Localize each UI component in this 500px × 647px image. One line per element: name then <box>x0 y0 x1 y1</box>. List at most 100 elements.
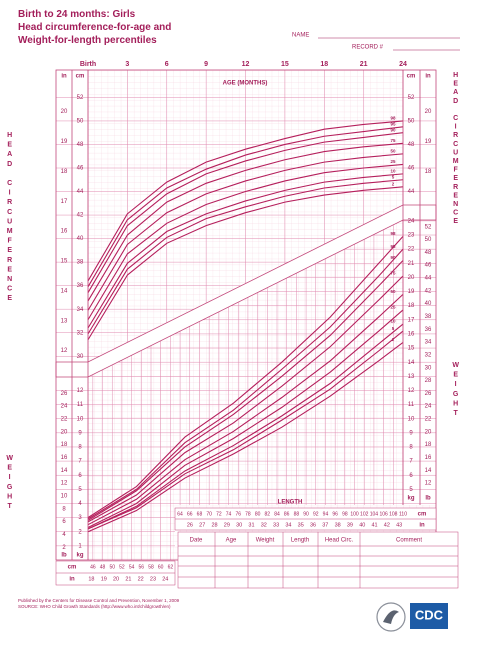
y-tick-label: 24 <box>408 218 415 224</box>
x2-tick-label: 26 <box>187 522 193 528</box>
unit-label: kg <box>407 496 414 502</box>
unit-label: lb <box>425 496 431 502</box>
percentile-label: 50 <box>390 149 396 154</box>
labels: HEAD CIRCUMFERENCE HEAD CIRCUMFERENCE WE… <box>5 61 459 583</box>
table-header: Date <box>190 538 203 544</box>
percentile-label: 10 <box>390 319 396 324</box>
percentile-label: 5 <box>392 174 395 179</box>
table-header: Length <box>291 538 309 544</box>
y2-tick-label: 4 <box>62 532 66 538</box>
table-header: Head Circ. <box>325 538 354 544</box>
x-tick-label: 92 <box>313 511 319 517</box>
y-tick-label: 30 <box>77 354 84 360</box>
x2-tick-label: 38 <box>335 522 341 528</box>
table-header: Weight <box>256 538 275 544</box>
y-tick-label: 16 <box>408 332 415 338</box>
cdc-logo <box>410 603 448 629</box>
axis-title: HEAD CIRCUMFERENCE <box>452 72 459 227</box>
y2-tick-label: 52 <box>425 224 432 230</box>
y-tick-label: 7 <box>78 459 82 465</box>
y2-tick-label: 20 <box>425 429 432 435</box>
y2-tick-label: 20 <box>61 429 68 435</box>
y-tick-label: 52 <box>77 95 84 101</box>
axis-title: HEAD CIRCUMFERENCE <box>6 132 13 305</box>
x-tick-label: 6 <box>165 61 169 68</box>
percentile-label: 95 <box>390 122 396 127</box>
x-tick-label: 3 <box>125 61 129 68</box>
hhs-eagle <box>383 610 399 624</box>
y2-tick-label: 24 <box>61 404 68 410</box>
x-tick-label: 80 <box>255 511 261 517</box>
y2-tick-label: 18 <box>61 442 68 448</box>
x-tick-label: 78 <box>245 511 251 517</box>
y-tick-label: 11 <box>408 402 415 408</box>
percentile-label: 25 <box>390 305 396 310</box>
y-tick-label: 50 <box>77 119 84 125</box>
y2-tick-label: 15 <box>61 259 68 265</box>
x2-tick-label: 28 <box>211 522 217 528</box>
percentile-curve <box>87 323 404 530</box>
grid-background <box>56 70 436 560</box>
title-line: Birth to 24 months: Girls <box>18 9 136 20</box>
x-tick-label: 56 <box>139 564 145 570</box>
x-tick-label: 84 <box>274 511 280 517</box>
x2-tick-label: 39 <box>347 522 353 528</box>
percentile-curves <box>87 120 404 533</box>
percentile-label: 75 <box>390 138 396 143</box>
y-tick-label: 2 <box>78 529 82 535</box>
x-tick-label: 96 <box>332 511 338 517</box>
y-tick-label: 8 <box>409 445 413 451</box>
percentile-label: 5 <box>392 326 395 331</box>
y2-tick-label: 20 <box>61 109 68 115</box>
x-tick-label: 104 <box>370 511 379 517</box>
y-tick-label: 50 <box>408 119 415 125</box>
y2-tick-label: 14 <box>61 468 68 474</box>
y-tick-label: 42 <box>77 213 84 219</box>
unit-label: in <box>419 523 425 529</box>
y2-tick-label: 50 <box>425 237 432 243</box>
y2-tick-label: 40 <box>425 301 432 307</box>
y-tick-label: 48 <box>77 142 84 148</box>
y2-tick-label: 12 <box>425 481 432 487</box>
percentile-curve <box>87 153 404 311</box>
x2-tick-label: 24 <box>162 576 168 582</box>
y-tick-label: 7 <box>409 459 413 465</box>
y-tick-label: 6 <box>78 473 82 479</box>
y2-tick-label: 22 <box>425 417 432 423</box>
percentile-curve <box>87 163 404 321</box>
y2-tick-label: 16 <box>61 455 68 461</box>
x-tick-label: 108 <box>389 511 398 517</box>
x-tick-label: 66 <box>187 511 193 517</box>
y2-tick-label: 32 <box>425 352 432 358</box>
percentile-curve <box>87 309 404 528</box>
y2-tick-label: 22 <box>61 417 68 423</box>
y-tick-label: 20 <box>408 275 415 281</box>
x-tick-label: 100 <box>350 511 359 517</box>
y2-tick-label: 16 <box>425 455 432 461</box>
header: Birth to 24 months: Girls Head circumfer… <box>18 9 460 51</box>
y-tick-label: 46 <box>77 166 84 172</box>
y-tick-label: 9 <box>409 430 413 436</box>
percentile-curve <box>87 260 404 521</box>
percentile-curve <box>87 248 404 520</box>
x-tick-label: 94 <box>323 511 329 517</box>
y2-tick-label: 30 <box>425 365 432 371</box>
x-tick-label: 72 <box>216 511 222 517</box>
table-header: Comment <box>396 538 422 544</box>
y-tick-label: 21 <box>408 261 415 267</box>
x-tick-label: 102 <box>360 511 369 517</box>
y-tick-label: 38 <box>77 260 84 266</box>
y-tick-label: 32 <box>77 330 84 336</box>
x-tick-label: 18 <box>320 61 328 68</box>
x2-tick-label: 43 <box>396 522 402 528</box>
x2-tick-label: 42 <box>384 522 390 528</box>
source-note: SOURCE: WHO Child Growth Standards (http… <box>18 604 171 609</box>
x-tick-label: 86 <box>284 511 290 517</box>
percentile-label: 95 <box>390 244 396 249</box>
percentile-curve <box>87 341 404 533</box>
x-tick-label: Birth <box>80 61 96 68</box>
x2-tick-label: 21 <box>125 576 131 582</box>
x2-tick-label: 23 <box>150 576 156 582</box>
percentile-label: 50 <box>390 289 396 294</box>
y-tick-label: 52 <box>408 95 415 101</box>
